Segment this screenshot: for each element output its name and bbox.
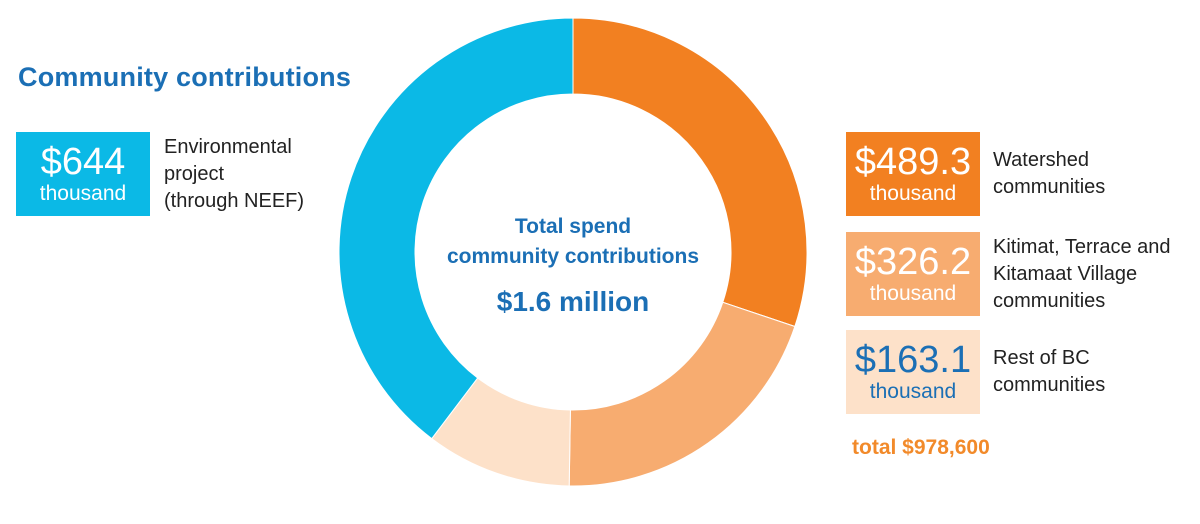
legend-unit: thousand [869,380,957,403]
legend-amount: $163.1 [854,339,972,381]
legend-unit: thousand [39,182,127,205]
legend-box-rest-of-bc: $163.1 thousand [846,330,980,414]
legend-label-rest-of-bc: Rest of BC communities [993,347,1106,396]
slice-neef [338,17,574,440]
total-note: total $978,600 [852,436,990,459]
legend-amount: $644 [40,141,126,183]
center-label-line1: Total spend [514,215,632,238]
legend-box-kitimat: $326.2 thousand [846,232,980,316]
slice-watershed [572,17,808,328]
legend-unit: thousand [869,282,957,305]
legend-amount: $489.3 [854,141,972,183]
legend-label-neef: Environmental project (through NEEF) [164,136,305,212]
legend-box-neef: $644 thousand [16,132,150,216]
center-total: $1.6 million [496,286,650,317]
legend-label-watershed: Watershed communities [993,149,1106,198]
legend-amount: $326.2 [854,241,972,283]
legend-label-kitimat: Kitimat, Terrace and Kitamaat Village co… [993,236,1171,312]
center-label-line2: community contributions [447,245,699,268]
chart-title: Community contributions [18,62,352,92]
slice-kitimat [568,301,796,487]
legend-box-watershed: $489.3 thousand [846,132,980,216]
legend-unit: thousand [869,182,957,205]
